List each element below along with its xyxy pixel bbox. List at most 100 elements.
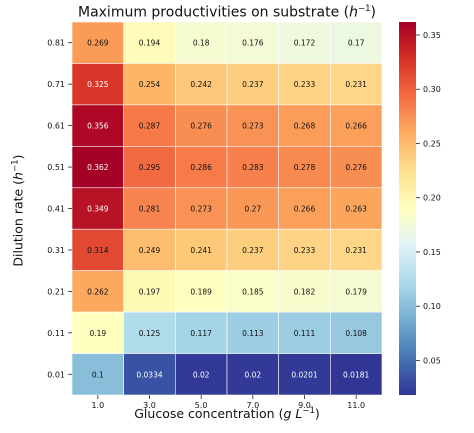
cell-value-label: 0.172 (294, 39, 316, 48)
colorbar-tick-label: 0.15 (423, 248, 441, 257)
cell-value-label: 0.287 (139, 122, 161, 131)
x-tick-label: 7.0 (246, 401, 259, 410)
cell-value-label: 0.241 (190, 246, 212, 255)
cell-value-label: 0.182 (294, 287, 316, 296)
y-tick-label: 0.21 (47, 287, 65, 296)
heatmap-cell (226, 104, 279, 147)
cell-value-label: 0.194 (139, 39, 161, 48)
heatmap-cell (71, 104, 124, 147)
heatmap-cell (123, 228, 176, 271)
cell-value-label: 0.263 (345, 205, 367, 214)
heatmap-cell (330, 104, 383, 147)
heatmap-cell (278, 353, 331, 396)
heatmap-cell (123, 270, 176, 313)
chart-title: Maximum productivities on substrate (h−1… (77, 4, 377, 21)
cell-value-label: 0.0201 (291, 370, 317, 379)
cell-value-label: 0.325 (87, 80, 109, 89)
cell-value-label: 0.266 (345, 122, 367, 131)
cell-value-label: 0.295 (139, 163, 161, 172)
y-tick-label: 0.81 (47, 39, 65, 48)
heatmap-cell (71, 270, 124, 313)
heatmap-cell (330, 311, 383, 354)
cell-value-label: 0.19 (89, 329, 106, 338)
y-axis-label: Dilution rate (h−1) (10, 154, 26, 267)
cell-value-label: 0.249 (139, 246, 161, 255)
heatmap-cells: 0.269 0.194 0.18 0.176 0.172 0.17 0.325 0.254 0.… (71, 21, 383, 396)
cell-value-label: 0.231 (345, 80, 367, 89)
heatmap-cell (330, 270, 383, 313)
cell-value-label: 0.27 (244, 205, 261, 214)
heatmap-cell (226, 270, 279, 313)
cell-value-label: 0.233 (294, 80, 316, 89)
heatmap-cell (71, 187, 124, 230)
heatmap-cell (175, 228, 228, 271)
x-tick-label: 1.0 (91, 401, 104, 410)
x-tick-label: 11.0 (347, 401, 365, 410)
cell-value-label: 0.231 (345, 246, 367, 255)
heatmap-cell (175, 104, 228, 147)
x-tick-label: 5.0 (195, 401, 208, 410)
cell-value-label: 0.242 (190, 80, 212, 89)
heatmap-cell (278, 228, 331, 271)
cell-value-label: 0.266 (294, 205, 316, 214)
cell-value-label: 0.117 (190, 329, 212, 338)
cell-value-label: 0.189 (190, 287, 212, 296)
colorbar-tick-label: 0.30 (423, 85, 441, 94)
colorbar-tick-label: 0.10 (423, 302, 441, 311)
cell-value-label: 0.262 (87, 287, 109, 296)
x-axis-label: Glucose concentration (g L−1) (134, 406, 320, 422)
cell-value-label: 0.273 (242, 122, 264, 131)
heatmap-cell (71, 311, 124, 354)
heatmap-cell (278, 104, 331, 147)
cell-value-label: 0.108 (345, 329, 367, 338)
cell-value-label: 0.179 (345, 287, 367, 296)
colorbar (399, 22, 416, 395)
heatmap-cell (123, 311, 176, 354)
cell-value-label: 0.1 (92, 370, 104, 379)
heatmap-cell (71, 63, 124, 106)
cell-value-label: 0.113 (242, 329, 264, 338)
x-tick-label: 3.0 (143, 401, 156, 410)
heatmap-cell (330, 146, 383, 189)
cell-value-label: 0.17 (348, 39, 365, 48)
cell-value-label: 0.269 (87, 39, 109, 48)
heatmap-cell (175, 353, 228, 396)
heatmap-cell (71, 21, 124, 64)
colorbar-tick-label: 0.05 (423, 356, 441, 365)
cell-value-label: 0.176 (242, 39, 264, 48)
cell-value-label: 0.286 (190, 163, 212, 172)
heatmap-cell (123, 146, 176, 189)
heatmap-cell (226, 146, 279, 189)
cell-value-label: 0.362 (87, 163, 109, 172)
heatmap-cell (330, 21, 383, 64)
y-tick-label: 0.71 (47, 80, 65, 89)
cell-value-label: 0.18 (193, 39, 210, 48)
y-tick-label: 0.41 (47, 205, 65, 214)
cell-value-label: 0.273 (190, 205, 212, 214)
colorbar-tick-label: 0.25 (423, 139, 441, 148)
y-axis-ticks: 0.81 0.71 0.61 0.51 0.41 0.31 0.21 0.11 0.01 (47, 39, 72, 379)
colorbar-ticks: 0.05 0.10 0.15 0.20 0.25 0.30 0.35 (416, 31, 441, 365)
y-tick-label: 0.61 (47, 122, 65, 131)
x-tick-label: 9.0 (298, 401, 311, 410)
cell-value-label: 0.314 (87, 246, 109, 255)
heatmap-cell (226, 311, 279, 354)
heatmap-cell (123, 353, 176, 396)
cell-value-label: 0.276 (345, 163, 367, 172)
cell-value-label: 0.0181 (343, 370, 369, 379)
heatmap-cell (226, 228, 279, 271)
heatmap-cell (278, 187, 331, 230)
heatmap-cell (278, 21, 331, 64)
cell-value-label: 0.276 (190, 122, 212, 131)
y-tick-label: 0.51 (47, 163, 65, 172)
cell-value-label: 0.233 (294, 246, 316, 255)
heatmap-cell (123, 104, 176, 147)
y-tick-label: 0.11 (47, 329, 65, 338)
heatmap-cell (175, 21, 228, 64)
heatmap-cell (330, 63, 383, 106)
cell-value-label: 0.268 (294, 122, 316, 131)
heatmap-cell (226, 21, 279, 64)
cell-value-label: 0.349 (87, 205, 109, 214)
heatmap-cell (278, 311, 331, 354)
